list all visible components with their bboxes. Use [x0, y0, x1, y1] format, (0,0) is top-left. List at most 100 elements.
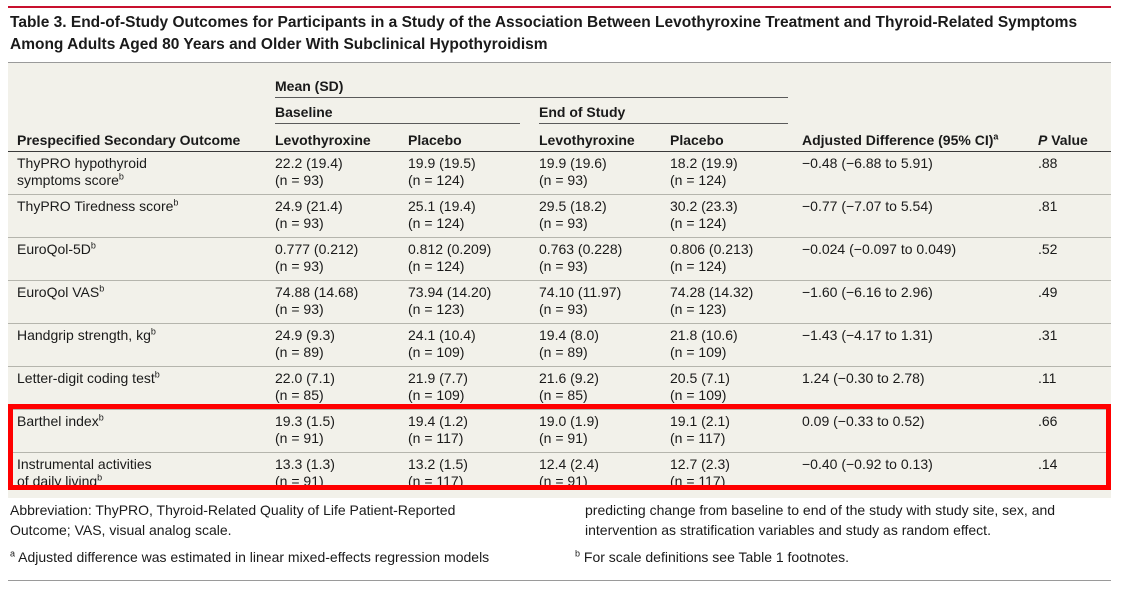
- value-cell-es-levo: 19.4 (8.0) (n = 89): [539, 327, 599, 361]
- mean-sd-value: 24.9 (21.4): [275, 198, 343, 214]
- mean-sd-value: 74.10 (11.97): [539, 284, 622, 300]
- value-cell-bl-plac: 19.9 (19.5) (n = 124): [408, 155, 476, 189]
- row-outcome: ThyPRO Tiredness scoreb: [17, 198, 178, 215]
- header-mean-sd-rule: [275, 97, 788, 98]
- sample-size: (n = 124): [670, 258, 727, 274]
- sample-size: (n = 123): [670, 301, 727, 317]
- mean-sd-value: 19.0 (1.9): [539, 413, 599, 429]
- mean-sd-value: 19.4 (8.0): [539, 327, 599, 343]
- bottom-rule: [8, 580, 1111, 581]
- footnote-a-text: Adjusted difference was estimated in lin…: [15, 549, 490, 565]
- value-cell-bl-plac: 0.812 (0.209) (n = 124): [408, 241, 491, 275]
- header-adjusted-difference-label: Adjusted Difference (95% CI): [802, 132, 994, 148]
- value-cell-es-levo: 74.10 (11.97) (n = 93): [539, 284, 621, 318]
- p-value-cell: .11: [1038, 370, 1057, 386]
- header-end-of-study-rule: [539, 123, 788, 124]
- p-value-cell: .88: [1038, 155, 1058, 171]
- p-value-cell: .14: [1038, 456, 1058, 472]
- value-cell-bl-plac: 19.4 (1.2) (n = 117): [408, 413, 468, 447]
- footnote-marker-b: b: [98, 412, 104, 423]
- value-cell-es-levo: 29.5 (18.2) (n = 93): [539, 198, 607, 232]
- adjusted-difference-cell: −0.77 (−7.07 to 5.54): [802, 198, 933, 214]
- row-divider: [8, 366, 1111, 367]
- value-cell-bl-levo: 24.9 (9.3) (n = 89): [275, 327, 335, 361]
- sample-size: (n = 109): [408, 387, 465, 403]
- footnote-b-marker: b: [575, 548, 581, 559]
- footnote-marker-b: b: [97, 472, 103, 483]
- value-cell-es-levo: 19.9 (19.6) (n = 93): [539, 155, 607, 189]
- row-outcome: Barthel indexb: [17, 413, 104, 430]
- mean-sd-value: 0.812 (0.209): [408, 241, 492, 257]
- outcome-line-2: symptoms score: [17, 172, 119, 188]
- header-bottom-rule: [8, 151, 1111, 152]
- value-cell-es-levo: 0.763 (0.228) (n = 93): [539, 241, 622, 275]
- mean-sd-value: 19.3 (1.5): [275, 413, 335, 429]
- row-divider: [8, 409, 1111, 410]
- header-baseline-placebo: Placebo: [408, 132, 462, 148]
- mean-sd-value: 73.94 (14.20): [408, 284, 492, 300]
- value-cell-bl-levo: 22.2 (19.4) (n = 93): [275, 155, 343, 189]
- sample-size: (n = 93): [539, 258, 588, 274]
- sample-size: (n = 89): [539, 344, 588, 360]
- footnote-marker-b: b: [154, 369, 160, 380]
- row-divider: [8, 194, 1111, 195]
- adjusted-difference-cell: −0.024 (−0.097 to 0.049): [802, 241, 957, 257]
- value-cell-bl-levo: 22.0 (7.1) (n = 85): [275, 370, 335, 404]
- mean-sd-value: 21.6 (9.2): [539, 370, 599, 386]
- value-cell-es-plac: 0.806 (0.213) (n = 124): [670, 241, 753, 275]
- footnote-marker-b: b: [173, 197, 179, 208]
- header-baseline: Baseline: [275, 104, 333, 120]
- footnote-marker-a: a: [993, 131, 999, 142]
- mean-sd-value: 21.9 (7.7): [408, 370, 468, 386]
- value-cell-bl-levo: 24.9 (21.4) (n = 93): [275, 198, 343, 232]
- mean-sd-value: 19.9 (19.6): [539, 155, 607, 171]
- value-cell-es-plac: 20.5 (7.1) (n = 109): [670, 370, 730, 404]
- header-mean-sd: Mean (SD): [275, 78, 344, 94]
- value-cell-es-plac: 19.1 (2.1) (n = 117): [670, 413, 730, 447]
- adjusted-difference-cell: 0.09 (−0.33 to 0.52): [802, 413, 925, 429]
- sample-size: (n = 93): [275, 301, 324, 317]
- value-cell-bl-plac: 73.94 (14.20) (n = 123): [408, 284, 491, 318]
- value-cell-bl-levo: 74.88 (14.68) (n = 93): [275, 284, 358, 318]
- mean-sd-value: 19.9 (19.5): [408, 155, 476, 171]
- header-p-value: P Value: [1038, 131, 1088, 149]
- footnote-marker-b: b: [150, 326, 156, 337]
- footnote-abbrev-line-1: Abbreviation: ThyPRO, Thyroid-Related Qu…: [10, 502, 456, 518]
- sample-size: (n = 109): [408, 344, 465, 360]
- sample-size: (n = 85): [539, 387, 588, 403]
- outcome-line-1: ThyPRO Tiredness score: [17, 198, 174, 214]
- footnote-a: a Adjusted difference was estimated in l…: [10, 547, 489, 567]
- header-p-italic: P: [1038, 132, 1048, 148]
- value-cell-bl-levo: 0.777 (0.212) (n = 93): [275, 241, 358, 275]
- mean-sd-value: 24.9 (9.3): [275, 327, 335, 343]
- row-divider: [8, 280, 1111, 281]
- sample-size: (n = 93): [275, 215, 324, 231]
- sample-size: (n = 91): [539, 430, 588, 446]
- footnote-a-marker: a: [10, 548, 16, 559]
- header-end-of-study: End of Study: [539, 104, 626, 120]
- title-line-2: Among Adults Aged 80 Years and Older Wit…: [10, 36, 548, 53]
- p-value-cell: .66: [1038, 413, 1058, 429]
- sample-size: (n = 124): [408, 258, 465, 274]
- header-baseline-rule: [275, 123, 520, 124]
- mean-sd-value: 12.4 (2.4): [539, 456, 599, 472]
- outcome-line-1: EuroQol-5D: [17, 241, 91, 257]
- p-value-cell: .81: [1038, 198, 1058, 214]
- outcome-line-1: Barthel index: [17, 413, 99, 429]
- footnote-abbrev-line-2: Outcome; VAS, visual analog scale.: [10, 522, 232, 538]
- footnote-abbreviation: Abbreviation: ThyPRO, Thyroid-Related Qu…: [10, 500, 455, 540]
- row-outcome: EuroQol-5Db: [17, 241, 96, 258]
- mean-sd-value: 25.1 (19.4): [408, 198, 476, 214]
- outcome-line-1: Instrumental activities: [17, 456, 152, 472]
- mean-sd-value: 22.0 (7.1): [275, 370, 335, 386]
- row-outcome: ThyPRO hypothyroid symptoms scoreb: [17, 155, 147, 189]
- mean-sd-value: 19.1 (2.1): [670, 413, 730, 429]
- sample-size: (n = 124): [408, 215, 465, 231]
- footnote-right-line-2: intervention as stratification variables…: [585, 522, 991, 538]
- sample-size: (n = 117): [670, 430, 726, 446]
- mean-sd-value: 20.5 (7.1): [670, 370, 730, 386]
- mean-sd-value: 18.2 (19.9): [670, 155, 738, 171]
- footnote-b: b For scale definitions see Table 1 foot…: [575, 547, 849, 567]
- value-cell-es-plac: 74.28 (14.32) (n = 123): [670, 284, 753, 318]
- sample-size: (n = 124): [408, 172, 465, 188]
